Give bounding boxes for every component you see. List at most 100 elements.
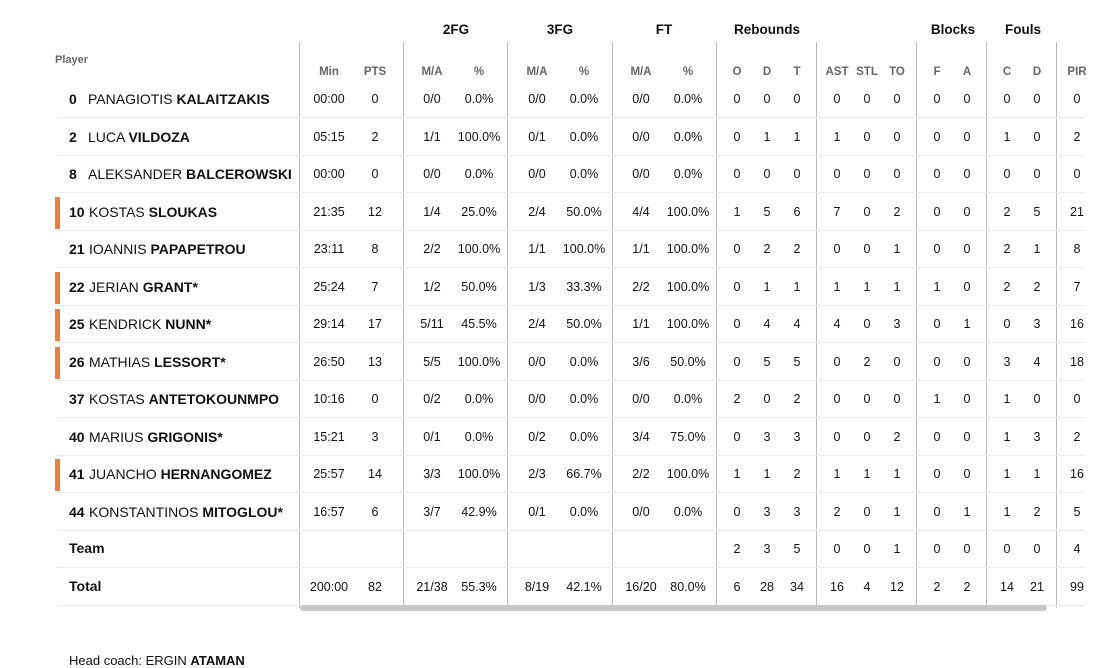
table-row[interactable]: 21 IOANNIS PAPAPETROU 23:11 8 2/2 100.0% 1/1 10… (0, 230, 1120, 267)
stat-pct: 0.0% (569, 129, 599, 144)
stat-ma: 0/0 (632, 504, 650, 519)
player-number: 0 (69, 91, 77, 107)
stat-pir: 21 (1070, 204, 1084, 219)
stat-stl: 1 (863, 279, 871, 294)
table-row[interactable]: 2 LUCA VILDOZA 05:15 2 1/1 100.0% 0/1 0.0% 0/0 0.… (0, 118, 1120, 155)
divider (507, 42, 508, 608)
stat-ma: 1/1 (632, 317, 650, 331)
column-header-min: Min (319, 66, 339, 78)
player-name[interactable]: ALEKSANDER BALCEROWSKI (88, 166, 292, 182)
stat-ma: 21/38 (416, 579, 448, 594)
stat-a: 1 (963, 317, 971, 331)
player-name[interactable]: PANAGIOTIS KALAITZAKIS (88, 91, 270, 107)
stat-fd: 1 (1033, 467, 1041, 481)
stat-pct: 100.0% (666, 467, 710, 481)
stat-pir: 16 (1070, 317, 1084, 331)
stat-pct: 0.0% (569, 504, 599, 519)
stat-fd: 0 (1033, 392, 1041, 406)
stat-a: 0 (963, 204, 971, 219)
stat-o: 1 (733, 467, 741, 481)
stat-o: 0 (733, 354, 741, 369)
player-last-name: LESSORT* (154, 353, 226, 370)
player-first-name: MARIUS (89, 428, 144, 445)
stat-o: 6 (733, 579, 741, 594)
stat-ast: 0 (833, 542, 841, 556)
divider (403, 42, 404, 608)
stat-min: 200:00 (309, 579, 349, 594)
stat-o: 0 (733, 92, 741, 106)
stat-t: 4 (793, 317, 801, 331)
stat-pct: 50.0% (670, 354, 706, 369)
player-first-name: LUCA (88, 128, 125, 145)
stat-o: 0 (733, 129, 741, 144)
stat-f: 0 (933, 354, 941, 369)
player-name[interactable]: KOSTAS SLOUKAS (89, 204, 217, 220)
player-name[interactable]: JERIAN GRANT* (89, 279, 198, 295)
stat-a: 0 (963, 392, 971, 406)
column-header-pct: % (682, 66, 694, 78)
player-name[interactable]: IOANNIS PAPAPETROU (89, 241, 246, 257)
column-header-fd: D (1032, 66, 1042, 78)
table-row[interactable]: 37 KOSTAS ANTETOKOUNMPO 10:16 0 0/2 0.0% 0/0 0.… (0, 380, 1120, 417)
stat-ma: 1/3 (528, 279, 546, 294)
stat-ma: 0/0 (632, 129, 650, 144)
stat-pct: 50.0% (566, 204, 602, 219)
table-row[interactable]: 40 MARIUS GRIGONIS* 15:21 3 0/1 0.0% 0/2 0.0% 3/… (0, 418, 1120, 455)
row-divider (57, 379, 1085, 381)
table-row[interactable]: 25 KENDRICK NUNN* 29:14 17 5/11 45.5% 2/4 50.0%… (0, 305, 1120, 342)
group-ft: FT (655, 22, 673, 37)
row-divider (57, 192, 1085, 193)
stat-stl: 0 (863, 392, 871, 406)
stat-ma: 0/0 (632, 167, 650, 181)
stat-pct: 66.7% (566, 467, 602, 481)
table-row[interactable]: 8 ALEKSANDER BALCEROWSKI 00:00 0 0/0 0.0% 0/0 0… (0, 155, 1120, 192)
stat-ma: 0/1 (528, 504, 546, 519)
stat-pct: 0.0% (569, 429, 599, 444)
player-name[interactable]: MARIUS GRIGONIS* (89, 429, 223, 445)
stat-ma: 2/3 (528, 467, 546, 481)
player-column-header: Player (55, 54, 89, 66)
stat-stl: 0 (863, 204, 871, 219)
table-row[interactable]: 22 JERIAN GRANT* 25:24 7 1/2 50.0% 1/3 33.3% 2/2… (0, 268, 1120, 305)
stat-o: 0 (733, 429, 741, 444)
stat-f: 0 (933, 504, 941, 519)
column-header-ma: M/A (526, 66, 548, 78)
stat-t: 5 (793, 354, 801, 369)
group-2fg: 2FG (442, 22, 470, 37)
stat-ma: 4/4 (632, 204, 650, 219)
stat-c: 2 (1003, 242, 1011, 256)
player-name[interactable]: KOSTAS ANTETOKOUNMPO (89, 391, 279, 407)
table-row[interactable]: 26 MATHIAS LESSORT* 26:50 13 5/5 100.0% 0/0 0.0… (0, 343, 1120, 380)
stat-pts: 7 (371, 279, 379, 294)
player-name[interactable]: KENDRICK NUNN* (89, 316, 211, 332)
stat-pct: 100.0% (457, 467, 501, 481)
stat-f: 1 (933, 279, 941, 294)
column-header-o: O (732, 66, 742, 78)
table-row[interactable]: 44 KONSTANTINOS MITOGLOU* 16:57 6 3/7 42.9% 0/… (0, 493, 1120, 530)
player-number: 2 (69, 128, 77, 145)
stat-ma: 3/4 (632, 429, 650, 444)
player-name[interactable]: MATHIAS LESSORT* (89, 354, 226, 370)
player-name[interactable]: JUANCHO HERNANGOMEZ (89, 466, 272, 482)
table-row[interactable]: 0 PANAGIOTIS KALAITZAKIS 00:00 0 0/0 0.0% 0/0 0… (0, 80, 1120, 117)
player-name[interactable]: KONSTANTINOS MITOGLOU* (89, 504, 283, 520)
player-number: 26 (69, 353, 85, 370)
table-row[interactable]: 10 KOSTAS SLOUKAS 21:35 12 1/4 25.0% 2/4 50.0% 4… (0, 193, 1120, 230)
stat-a: 2 (963, 579, 971, 594)
column-header-t: T (793, 66, 801, 78)
table-row[interactable]: 41 JUANCHO HERNANGOMEZ 25:57 14 3/3 100.0% 2/3… (0, 455, 1120, 492)
stat-ast: 1 (833, 129, 841, 144)
stat-ma: 1/4 (423, 204, 441, 219)
stat-f: 2 (933, 579, 941, 594)
horizontal-scrollbar[interactable] (300, 605, 1047, 611)
stat-ma: 2/2 (423, 242, 441, 256)
group-3fg: 3FG (546, 22, 574, 37)
stat-f: 0 (933, 242, 941, 256)
head-coach-last: ATAMAN (190, 653, 245, 668)
player-name[interactable]: LUCA VILDOZA (88, 129, 190, 145)
stat-fd: 3 (1033, 317, 1041, 331)
stat-a: 0 (963, 167, 971, 181)
stat-pct: 100.0% (457, 242, 501, 256)
row-divider (57, 117, 1085, 118)
